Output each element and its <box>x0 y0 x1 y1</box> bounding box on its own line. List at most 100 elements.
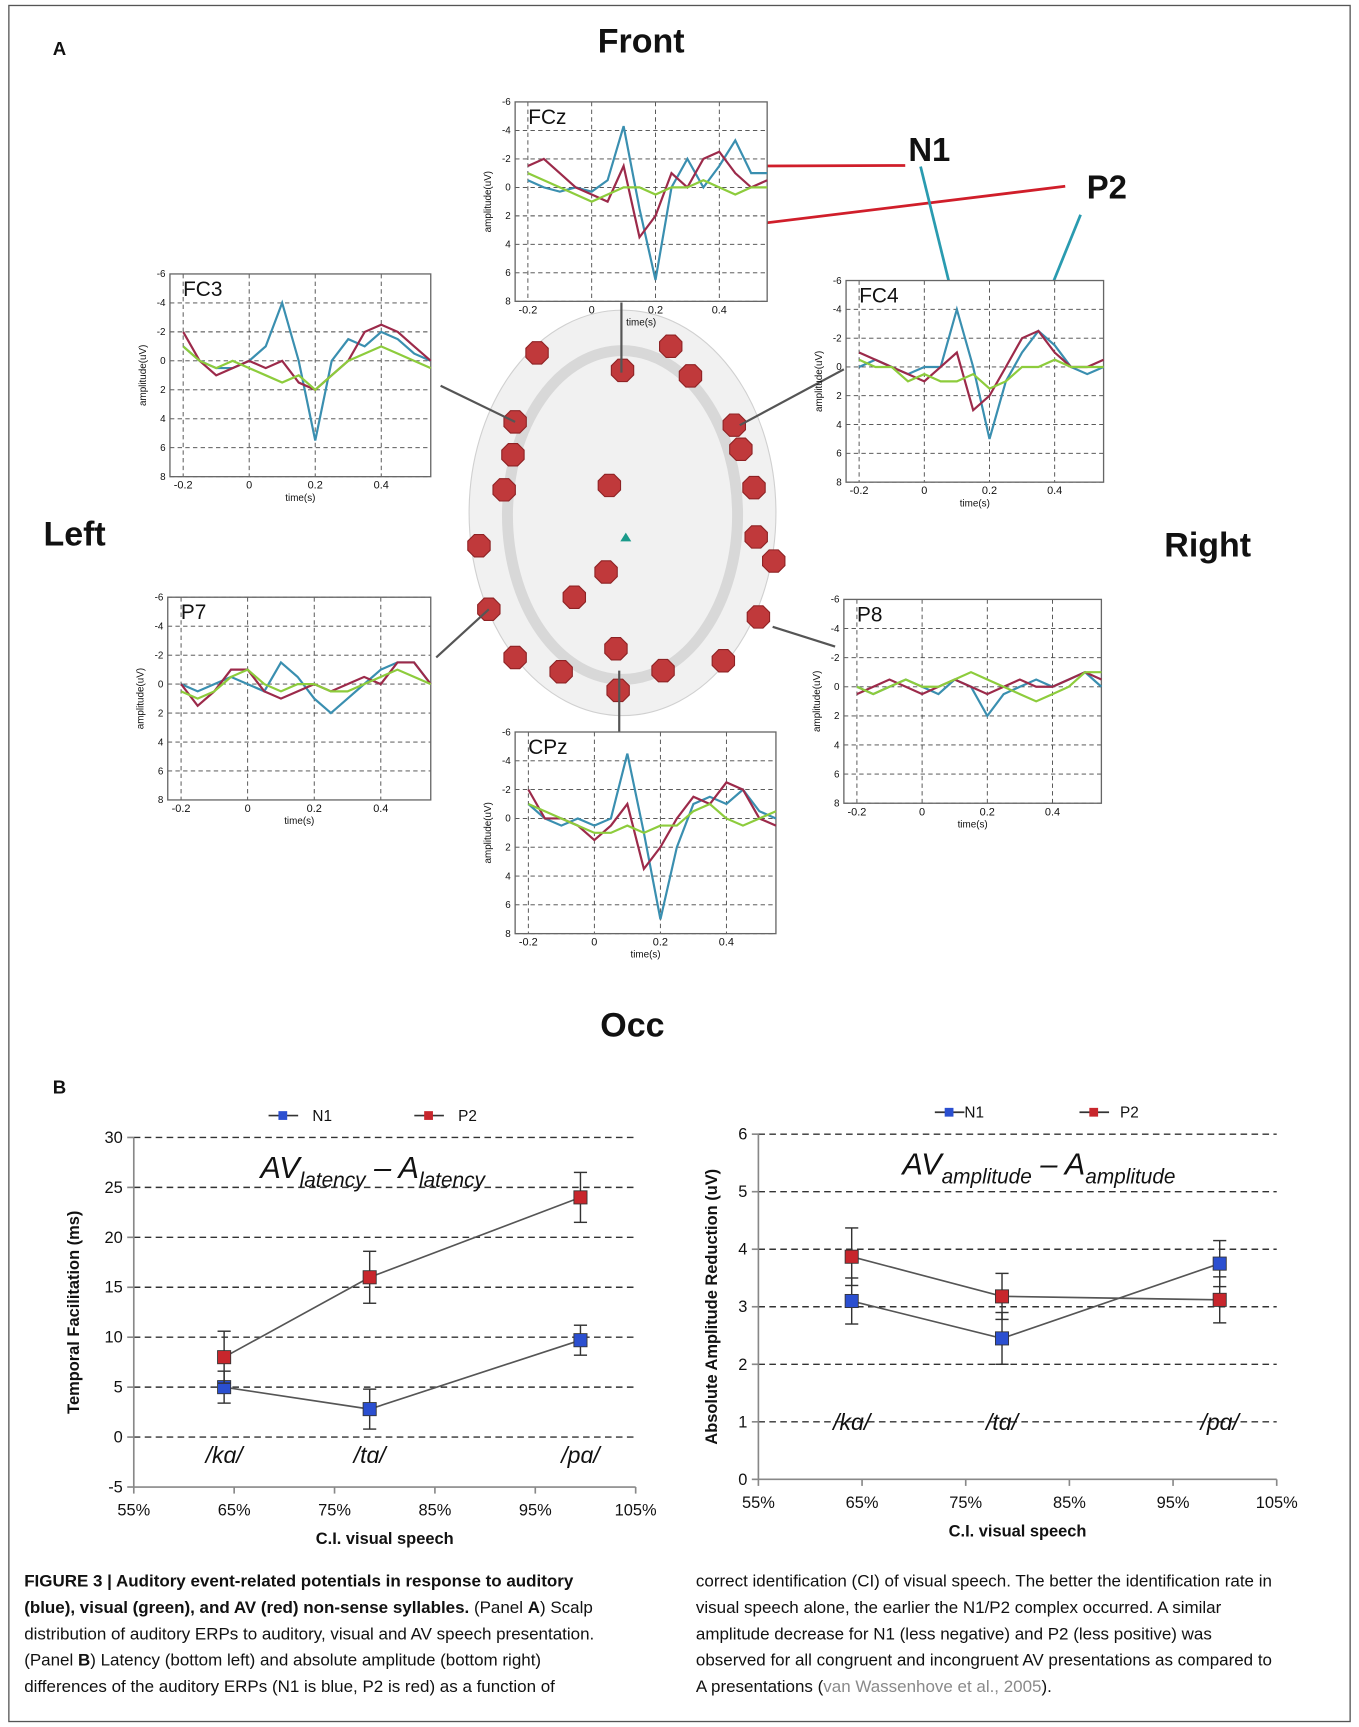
y-tick-label: 2 <box>158 708 163 719</box>
x-tick-label: -0.2 <box>519 937 538 949</box>
y-tick-label: -2 <box>831 653 840 664</box>
center-marker <box>620 532 632 542</box>
plot-title: CPz <box>528 736 567 759</box>
y-axis-label: amplitude(uV) <box>483 171 494 232</box>
y-tick-label: 6 <box>738 1126 747 1144</box>
x-tick-label: -0.2 <box>850 485 869 497</box>
x-axis-label: time(s) <box>958 819 988 830</box>
plot-frame <box>843 598 1103 804</box>
panel-label: B <box>53 1077 66 1098</box>
x-tick-label: 0 <box>245 803 251 815</box>
plot-background <box>846 280 1104 483</box>
y-tick-label: -6 <box>502 727 511 738</box>
y-tick-label: 5 <box>738 1183 747 1201</box>
electrode <box>711 649 736 673</box>
x-tick-label: -0.2 <box>518 304 537 316</box>
y-tick-label: 6 <box>158 766 164 777</box>
x-tick-label: -0.2 <box>847 806 866 818</box>
x-tick-label: 0 <box>919 806 925 818</box>
series-line <box>851 1262 1221 1340</box>
head-model <box>435 302 845 733</box>
caption-line: amplitude decrease for N1 (less negative… <box>696 1624 1212 1643</box>
y-tick-label: 6 <box>505 268 511 279</box>
y-axis-label: amplitude(uV) <box>812 671 823 732</box>
direction-label: Left <box>43 516 105 554</box>
waveform <box>180 668 432 700</box>
x-tick-label: 75% <box>949 1494 982 1512</box>
plot-title: FC4 <box>859 284 898 307</box>
x-tick-label: 105% <box>615 1502 657 1520</box>
caption-text: ). <box>1041 1677 1051 1696</box>
caption-line: correct identification (CI) of visual sp… <box>696 1572 1272 1591</box>
y-tick-label: 4 <box>834 740 840 751</box>
point-label: /tɑ/ <box>984 1409 1021 1435</box>
point-label: /pɑ/ <box>1199 1409 1242 1435</box>
x-tick-label: 0.2 <box>648 304 663 316</box>
electrode <box>549 660 573 684</box>
point-marker <box>1212 1292 1227 1307</box>
title-part: AV <box>900 1147 944 1182</box>
y-tick-label: 10 <box>105 1329 123 1347</box>
caption-link[interactable]: van Wassenhove et al., 2005 <box>823 1677 1041 1696</box>
y-tick-label: -4 <box>833 305 842 316</box>
y-tick-label: 2 <box>160 385 165 396</box>
y-tick-label: 0 <box>738 1471 747 1489</box>
x-axis-label: time(s) <box>960 498 990 509</box>
y-tick-label: -2 <box>502 785 511 796</box>
caption-line: (Panel B) Latency (bottom left) and abso… <box>24 1651 541 1670</box>
y-axis-label: Absolute Amplitude Reduction (uV) <box>703 1169 721 1445</box>
x-axis-label: C.I. visual speech <box>949 1522 1087 1540</box>
waveform <box>182 345 432 392</box>
direction-label: Front <box>598 23 685 61</box>
y-tick-label: 20 <box>105 1229 123 1247</box>
y-tick-label: -6 <box>157 269 166 280</box>
y-tick-label: 8 <box>505 297 511 308</box>
waveform <box>858 358 1104 390</box>
y-tick-label: 4 <box>738 1241 747 1259</box>
point-marker <box>362 1402 377 1417</box>
legend-label: N1 <box>312 1108 332 1125</box>
legend-marker <box>278 1111 288 1120</box>
point-label: /tɑ/ <box>352 1442 389 1468</box>
y-tick-label: 4 <box>505 240 511 251</box>
y-tick-label: -2 <box>155 650 164 661</box>
y-tick-label: 0 <box>160 356 166 367</box>
electrode <box>503 645 527 670</box>
y-tick-label: 6 <box>836 449 842 460</box>
x-axis-label: time(s) <box>284 816 314 827</box>
caption-text: differences of the auditory ERPs (N1 is … <box>24 1677 555 1696</box>
direction-label: Right <box>1164 527 1251 565</box>
x-tick-label: 0.2 <box>308 480 323 492</box>
plot-frame <box>514 731 777 935</box>
connector <box>435 608 490 659</box>
y-tick-label: 0 <box>158 679 164 690</box>
legend-marker <box>1089 1107 1099 1117</box>
electrode <box>594 560 618 584</box>
waveform <box>527 172 768 203</box>
caption-line: observed for all congruent and incongrue… <box>696 1651 1272 1670</box>
electrode <box>562 585 587 609</box>
y-tick-label: 4 <box>836 420 842 431</box>
plot-frame <box>845 279 1105 483</box>
y-tick-label: 2 <box>834 711 839 722</box>
electrode <box>762 549 786 573</box>
point-marker <box>844 1293 859 1309</box>
caption-line: differences of the auditory ERPs (N1 is … <box>24 1677 555 1696</box>
annotation: N1 <box>908 131 950 168</box>
waveform <box>527 150 768 240</box>
y-tick-label: -2 <box>502 154 511 165</box>
y-tick-label: 8 <box>505 929 511 940</box>
y-axis-label: amplitude(uV) <box>138 345 149 406</box>
connectors <box>435 302 845 733</box>
plot-frame <box>514 101 768 303</box>
y-tick-label: 15 <box>105 1279 123 1297</box>
waveform <box>858 329 1105 413</box>
title-part: – A <box>366 1150 419 1185</box>
point-marker <box>1212 1256 1227 1271</box>
direction-label: Occ <box>600 1007 664 1045</box>
y-tick-label: 0 <box>836 362 842 373</box>
title-part: amplitude <box>942 1165 1032 1188</box>
title-part: amplitude <box>1085 1165 1175 1188</box>
y-tick-label: 8 <box>836 477 842 488</box>
x-axis-label: time(s) <box>285 493 315 504</box>
